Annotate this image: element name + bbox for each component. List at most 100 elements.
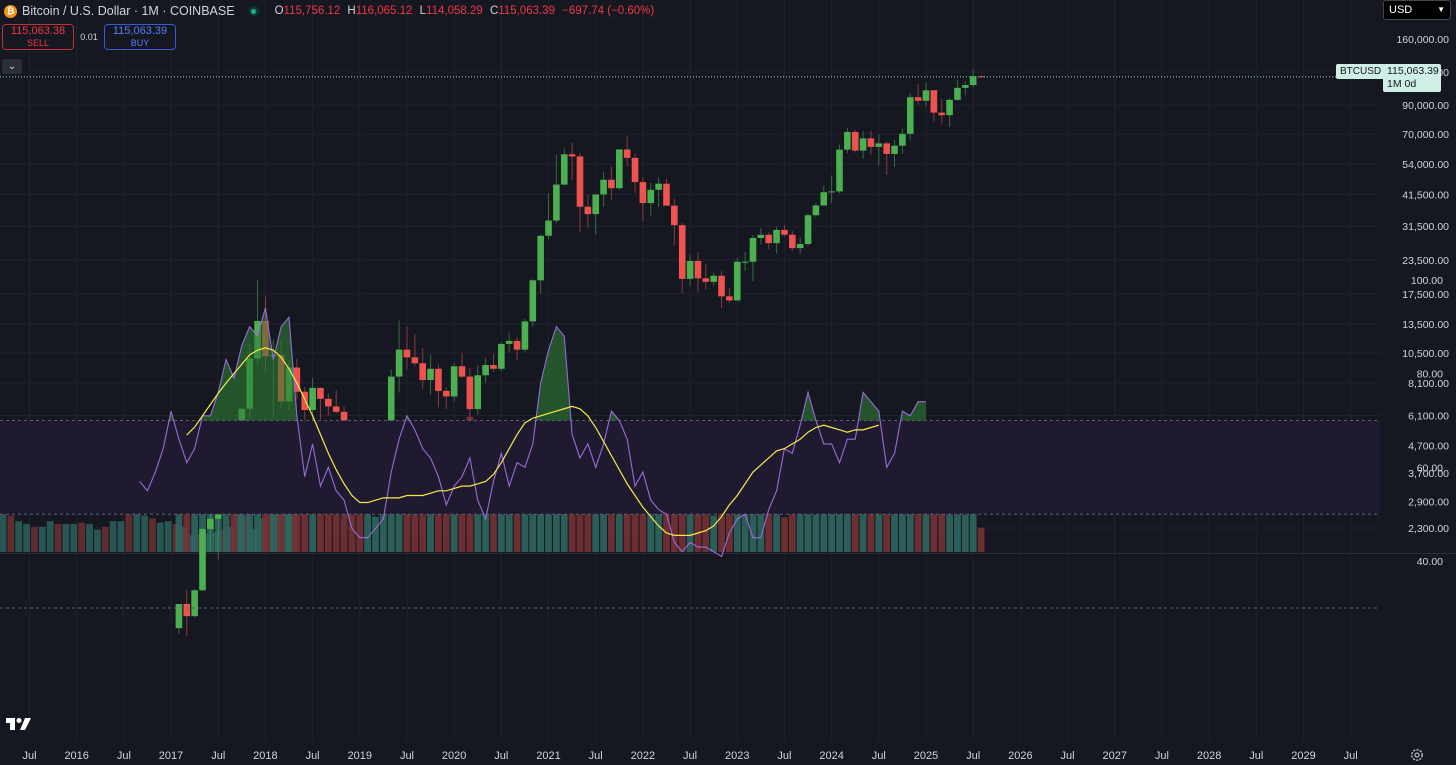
low-value: 114,058.29	[426, 5, 483, 17]
volume-bar	[718, 487, 725, 552]
candle-body	[694, 260, 702, 279]
volume-bar	[442, 506, 450, 552]
volume-bar	[647, 492, 655, 552]
volume-bar	[497, 497, 505, 552]
low-label: L	[419, 5, 427, 17]
x-tick-label: 2019	[348, 750, 372, 762]
candle-body	[553, 184, 560, 221]
candle-body	[804, 215, 812, 245]
symbol-title[interactable]: Bitcoin / U.S. Dollar · 1M · COINBASE	[22, 4, 235, 18]
currency-select[interactable]: USD ▼	[1383, 0, 1451, 20]
close-value: 115,063.39	[498, 5, 555, 17]
settings-gear-icon[interactable]	[1409, 747, 1425, 763]
volume-bar	[482, 501, 490, 552]
rsi-band	[0, 420, 1380, 515]
volume-bar	[46, 521, 54, 552]
y-tick-label: 6,100.00	[1408, 411, 1449, 423]
candle-body	[584, 206, 592, 215]
volume-bar	[804, 493, 812, 552]
candle-body	[521, 321, 529, 350]
x-tick-label: Jul	[22, 750, 36, 762]
volume-bar	[133, 505, 141, 552]
x-tick-label: 2027	[1102, 750, 1126, 762]
volume-bar	[867, 502, 875, 552]
volume-bar	[584, 493, 592, 552]
y-tick-label: 23,500.00	[1402, 255, 1449, 267]
candle-body	[427, 368, 434, 381]
market-open-icon	[248, 6, 259, 16]
volume-bar	[521, 492, 529, 552]
rsi-pane	[0, 307, 1380, 609]
time-axis[interactable]: Jul 2016 Jul 2017 Jul 2018 Jul 2019 Jul 2020 Jul 20…	[22, 750, 1357, 762]
candle-body	[733, 261, 741, 301]
chart-header: ₿ Bitcoin / U.S. Dollar · 1M · COINBASE …	[4, 2, 658, 20]
volume-bar	[914, 506, 922, 552]
tradingview-logo-icon[interactable]	[6, 717, 32, 731]
candle-body	[490, 365, 497, 369]
candle-body	[922, 90, 930, 101]
x-tick-label: Jul	[494, 750, 508, 762]
y-tick-label: 41,500.00	[1402, 189, 1449, 201]
rsi-overbought-fill	[535, 326, 571, 421]
rsi-overbought-fill	[858, 392, 881, 421]
ohlc-readout: O115,756.12 H116,065.12 L114,058.29 C115…	[275, 5, 659, 17]
candle-body	[631, 157, 639, 183]
rsi-axis[interactable]: 100.00 80.00 60.00 40.00	[1411, 275, 1443, 568]
volume-bar	[70, 524, 78, 552]
volume-bar	[458, 501, 466, 552]
volume-bar	[788, 507, 796, 552]
volume-bar	[156, 522, 164, 552]
rsi-tick-label: 60.00	[1417, 462, 1443, 474]
candle-body	[899, 133, 906, 146]
x-tick-label: Jul	[1155, 750, 1169, 762]
volume-bar	[93, 529, 101, 552]
candle-body	[466, 376, 474, 410]
x-tick-label: Jul	[306, 750, 320, 762]
y-tick-label: 54,000.00	[1402, 159, 1449, 171]
collapse-legend-button[interactable]: ⌄	[2, 59, 22, 74]
high-label: H	[347, 5, 356, 17]
candle-body	[726, 296, 733, 301]
candle-body	[930, 90, 938, 113]
volume-bar	[175, 496, 183, 552]
volume-bar	[356, 503, 364, 552]
rsi-tick-label: 100.00	[1411, 275, 1443, 287]
candle-body	[969, 76, 977, 86]
candle-body	[309, 387, 316, 410]
rsi-overbought-fill	[201, 307, 298, 421]
candle-body	[844, 132, 851, 150]
candle-body	[513, 340, 521, 350]
candle-body	[977, 76, 985, 78]
volume-bar	[773, 499, 780, 552]
buy-button[interactable]: 115,063.39 BUY	[104, 24, 176, 50]
y-tick-label: 8,100.00	[1408, 378, 1449, 390]
candle-body	[867, 138, 875, 147]
volume-bar	[796, 511, 804, 552]
volume-bar	[403, 481, 411, 552]
open-label: O	[274, 5, 284, 17]
x-tick-label: Jul	[777, 750, 791, 762]
volume-bar	[875, 495, 883, 552]
volume-bar	[301, 490, 309, 552]
candle-body	[671, 205, 678, 226]
x-tick-label: 2024	[819, 750, 843, 762]
price-axis[interactable]: 160,000.00120,000.0090,000.0070,000.0054…	[1396, 34, 1449, 535]
candle-body	[411, 357, 419, 364]
rsi-line	[139, 307, 926, 558]
volume-bar	[317, 493, 324, 552]
y-tick-label: 90,000.00	[1402, 100, 1449, 112]
sell-label: SELL	[26, 38, 50, 48]
sell-button[interactable]: 115,063.38 SELL	[2, 24, 74, 50]
candle-body	[387, 376, 395, 432]
volume-bar	[419, 484, 427, 552]
currency-label: USD	[1389, 4, 1413, 16]
volume-bar	[592, 500, 600, 552]
candle-body	[946, 99, 953, 116]
change-value: −697.74 (−0.60%)	[562, 5, 655, 17]
open-value: 115,756.12	[283, 5, 341, 17]
candle-body	[332, 406, 340, 412]
candle-body	[419, 363, 426, 381]
volume-bar	[23, 524, 30, 552]
volume-bar	[7, 515, 15, 552]
